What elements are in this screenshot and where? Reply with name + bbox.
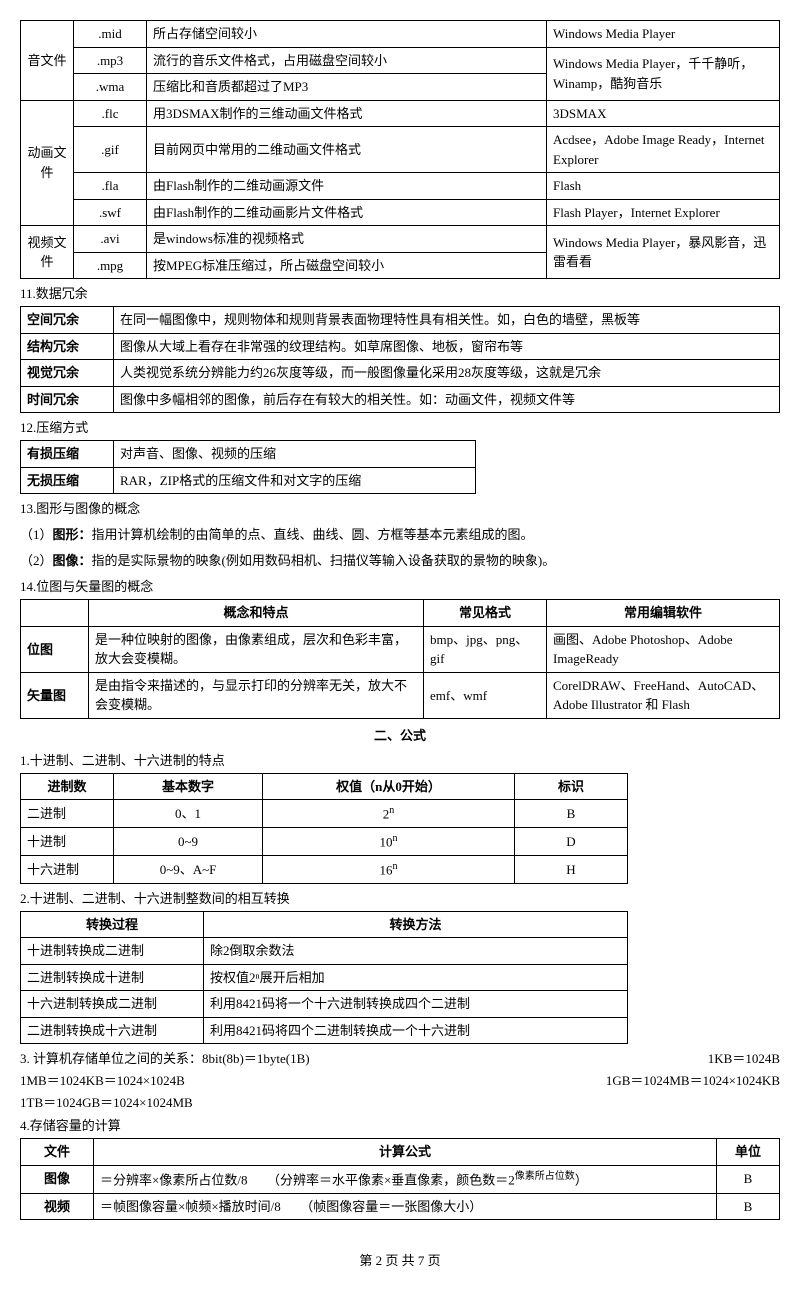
cat-anim: 动画文件: [21, 100, 74, 226]
bitmap-vector-table: 概念和特点常见格式常用编辑软件 位图是一种位映射的图像，由像素组成，层次和色彩丰…: [20, 599, 780, 719]
section-13: 13.图形与图像的概念 （1）图形：指用计算机绘制的由简单的点、直线、曲线、圆、…: [20, 498, 780, 572]
cat-video: 视频文件: [21, 226, 74, 279]
compression-table: 有损压缩对声音、图像、视频的压缩 无损压缩RAR，ZIP格式的压缩文件和对文字的…: [20, 440, 476, 494]
cat-audio: 音文件: [21, 21, 74, 101]
heading-2-2: 2.十进制、二进制、十六进制整数间的相互转换: [20, 888, 780, 907]
heading-14: 14.位图与矢量图的概念: [20, 576, 780, 595]
storage-calc-table: 文件计算公式单位 图像＝分辨率×像素所占位数/8 （分辨率＝水平像素×垂直像素，…: [20, 1138, 780, 1220]
storage-units: 3. 计算机存储单位之间的关系：8bit(8b)＝1byte(1B)1KB＝10…: [20, 1048, 780, 1111]
redundancy-table: 空间冗余在同一幅图像中，规则物体和规则背景表面物理特性具有相关性。如，白色的墙壁…: [20, 306, 780, 413]
heading-11: 11.数据冗余: [20, 283, 780, 302]
heading-12: 12.压缩方式: [20, 417, 780, 436]
conversion-table: 转换过程转换方法 十进制转换成二进制除2倒取余数法 二进制转换成十进制按权值2ⁿ…: [20, 911, 628, 1045]
heading-2-4: 4.存储容量的计算: [20, 1115, 780, 1134]
page-footer: 第 2 页 共 7 页: [20, 1250, 780, 1269]
file-formats-table: 音文件.mid所占存储空间较小Windows Media Player .mp3…: [20, 20, 780, 279]
section-2-heading: 二、公式: [20, 725, 780, 744]
heading-2-1: 1.十进制、二进制、十六进制的特点: [20, 750, 780, 769]
number-system-table: 进制数基本数字权值（n从0开始）标识 二进制0、12nB 十进制0~910nD …: [20, 773, 628, 884]
